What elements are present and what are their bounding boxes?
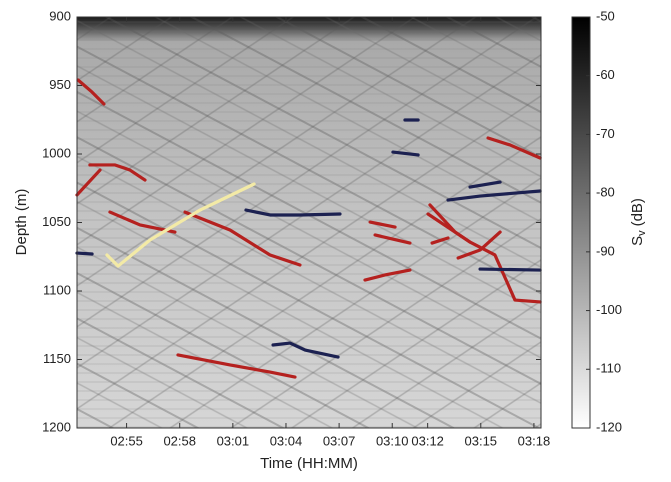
track xyxy=(480,269,540,270)
colorbar-tick-label: -120 xyxy=(596,419,622,434)
colorbar xyxy=(572,17,590,428)
colorbar-tick-label: -60 xyxy=(596,67,615,82)
y-tick-label: 1100 xyxy=(43,282,71,297)
x-tick-label: 02:55 xyxy=(110,433,143,448)
y-tick-label: 1150 xyxy=(43,351,71,366)
track xyxy=(77,253,92,254)
y-tick-label: 900 xyxy=(49,8,71,23)
x-axis-title: Time (HH:MM) xyxy=(260,455,358,472)
colorbar-tick-label: -80 xyxy=(596,185,615,200)
x-tick-label: 03:15 xyxy=(465,433,498,448)
x-tick-label: 03:07 xyxy=(323,433,356,448)
colorbar-title: Sv (dB) xyxy=(629,198,648,246)
x-tick-label: 03:01 xyxy=(217,433,250,448)
echogram xyxy=(77,17,541,428)
x-tick-label: 03:10 xyxy=(376,433,409,448)
x-tick-label: 03:18 xyxy=(518,433,551,448)
colorbar-title-unit: (dB) xyxy=(629,198,646,226)
colorbar-tick-label: -110 xyxy=(596,361,621,376)
colorbar-tick-label: -100 xyxy=(596,302,622,317)
colorbar-title-main: S xyxy=(629,236,646,246)
y-tick-label: 1050 xyxy=(42,214,71,229)
y-tick-label: 1200 xyxy=(42,419,71,434)
x-tick-label: 02:58 xyxy=(163,433,196,448)
x-tick-label: 03:12 xyxy=(411,433,444,448)
chart: Time (HH:MM) Depth (m) Sv (dB) 900 950 1000… xyxy=(0,0,671,477)
y-tick-label: 950 xyxy=(49,77,71,92)
colorbar-tick-label: -50 xyxy=(596,8,615,23)
colorbar-title-sub: v xyxy=(636,230,648,236)
y-axis-title: Depth (m) xyxy=(13,189,30,256)
x-tick-label: 03:04 xyxy=(270,433,303,448)
y-tick-label: 1000 xyxy=(42,145,71,160)
colorbar-tick-label: -70 xyxy=(596,126,615,141)
colorbar-tick-label: -90 xyxy=(596,243,615,258)
